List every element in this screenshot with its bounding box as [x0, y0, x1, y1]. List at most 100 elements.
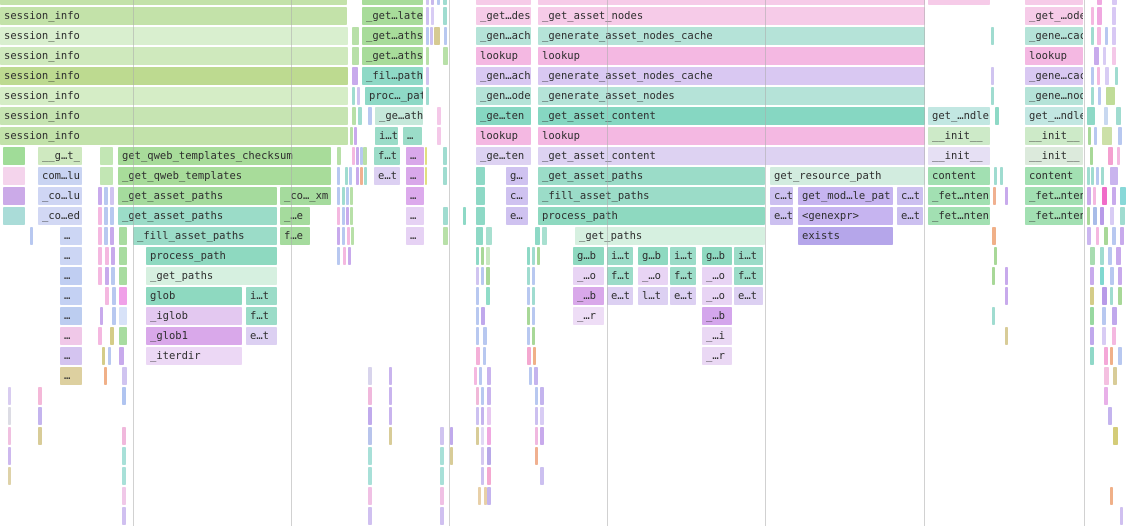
flame-sliver[interactable] [8, 467, 11, 485]
flame-frame[interactable]: f…t [734, 267, 763, 285]
flame-frame[interactable]: lookup [476, 127, 531, 145]
flame-frame[interactable]: _…r [702, 347, 732, 365]
flame-sliver[interactable] [1106, 87, 1115, 105]
flame-frame[interactable]: _generate_asset_nodes_cache [538, 67, 925, 85]
flame-sliver[interactable] [8, 427, 11, 445]
flame-frame[interactable]: session_info [0, 67, 348, 85]
flame-sliver[interactable] [1116, 107, 1121, 125]
flame-sliver[interactable] [1118, 267, 1122, 285]
flame-frame[interactable]: _…o [702, 267, 732, 285]
flame-frame[interactable]: content [1025, 167, 1083, 185]
flame-sliver[interactable] [1097, 67, 1100, 85]
flame-sliver[interactable] [122, 387, 126, 405]
flame-sliver[interactable] [443, 7, 447, 25]
flame-sliver[interactable] [1101, 167, 1104, 185]
flame-sliver[interactable] [426, 0, 429, 5]
flame-sliver[interactable] [481, 407, 484, 425]
flame-sliver[interactable] [443, 207, 448, 225]
flame-frame[interactable]: g…b [702, 247, 732, 265]
flame-sliver[interactable] [443, 47, 448, 65]
flame-sliver[interactable] [98, 187, 102, 205]
flame-sliver[interactable] [1090, 347, 1094, 365]
flame-sliver[interactable] [1088, 127, 1091, 145]
flame-sliver[interactable] [1090, 327, 1094, 345]
flame-frame[interactable]: session_info [0, 47, 348, 65]
flame-sliver[interactable] [476, 247, 479, 265]
flame-frame[interactable]: c…t [897, 187, 923, 205]
flame-sliver[interactable] [1105, 67, 1109, 85]
flame-frame[interactable]: get_…ndle [1025, 107, 1083, 125]
flame-sliver[interactable] [1110, 287, 1113, 305]
flame-sliver[interactable] [337, 167, 340, 185]
flame-frame[interactable]: session_info [0, 127, 348, 145]
flame-sliver[interactable] [537, 247, 540, 265]
flame-frame[interactable]: _get_asset_content [538, 147, 925, 165]
flame-frame[interactable]: i…t [670, 247, 696, 265]
flame-frame[interactable]: e…t [734, 287, 763, 305]
flame-sliver[interactable] [426, 27, 429, 45]
flame-frame[interactable]: e…t [670, 287, 696, 305]
flame-sliver[interactable] [104, 227, 108, 245]
flame-sliver[interactable] [444, 27, 447, 45]
flame-sliver[interactable] [540, 467, 544, 485]
flame-frame[interactable]: lookup [1025, 47, 1083, 65]
flame-sliver[interactable] [1093, 187, 1096, 205]
flame-sliver[interactable] [1104, 367, 1109, 385]
flame-frame[interactable]: get_resource_path [770, 167, 925, 185]
flame-sliver[interactable] [110, 207, 114, 225]
flame-sliver[interactable] [368, 107, 372, 125]
flame-sliver[interactable] [483, 327, 487, 345]
flame-frame[interactable]: g… [506, 167, 528, 185]
flame-frame[interactable]: com…lu [38, 167, 82, 185]
flame-frame[interactable]: e…t [374, 167, 400, 185]
flame-sliver[interactable] [112, 287, 116, 305]
flame-sliver[interactable] [350, 127, 353, 145]
flame-sliver[interactable] [1005, 287, 1008, 305]
flame-sliver[interactable] [481, 447, 484, 465]
flame-sliver[interactable] [1104, 227, 1108, 245]
flame-sliver[interactable] [1097, 27, 1101, 45]
flame-sliver[interactable] [122, 507, 126, 525]
flame-sliver[interactable] [1100, 207, 1104, 225]
flame-sliver[interactable] [426, 47, 429, 65]
flame-frame[interactable]: … [60, 327, 82, 345]
flame-sliver[interactable] [481, 387, 484, 405]
flame-sliver[interactable] [476, 327, 479, 345]
flame-sliver[interactable] [1005, 327, 1008, 345]
flame-sliver[interactable] [1102, 127, 1112, 145]
flame-sliver[interactable] [119, 267, 127, 285]
flame-frame[interactable]: _ge…ath [375, 107, 423, 125]
flame-sliver[interactable] [476, 407, 479, 425]
flame-frame[interactable]: … [406, 187, 424, 205]
flame-sliver[interactable] [1091, 87, 1094, 105]
flame-frame[interactable]: _gene…cach [1025, 67, 1083, 85]
flame-sliver[interactable] [1113, 367, 1117, 385]
flame-sliver[interactable] [345, 167, 348, 185]
flame-sliver[interactable] [476, 267, 479, 285]
flame-frame[interactable]: session_info [0, 27, 348, 45]
flame-sliver[interactable] [1120, 227, 1124, 245]
flame-sliver[interactable] [1087, 107, 1095, 125]
flame-sliver[interactable] [1102, 187, 1107, 205]
flame-sliver[interactable] [476, 227, 483, 245]
flame-sliver[interactable] [476, 307, 479, 325]
flame-frame[interactable]: _gene…node [1025, 87, 1083, 105]
flame-sliver[interactable] [1116, 247, 1121, 265]
flame-sliver[interactable] [356, 167, 359, 185]
flame-frame[interactable]: _ge…ten [476, 147, 531, 165]
flame-sliver[interactable] [1091, 167, 1094, 185]
flame-sliver[interactable] [1112, 47, 1116, 65]
flame-frame[interactable]: _get_asset_paths [118, 187, 277, 205]
flame-frame[interactable]: f…t [607, 267, 633, 285]
flame-frame[interactable]: … [60, 367, 82, 385]
flame-sliver[interactable] [119, 327, 127, 345]
flame-sliver[interactable] [389, 427, 392, 445]
flame-sliver[interactable] [350, 187, 353, 205]
flame-frame[interactable]: _get_asset_nodes [538, 7, 925, 25]
flame-sliver[interactable] [8, 387, 11, 405]
flame-sliver[interactable] [430, 27, 433, 45]
flame-sliver[interactable] [110, 327, 114, 345]
flame-sliver[interactable] [994, 247, 997, 265]
flame-sliver[interactable] [1103, 47, 1106, 65]
flame-sliver[interactable] [527, 307, 530, 325]
